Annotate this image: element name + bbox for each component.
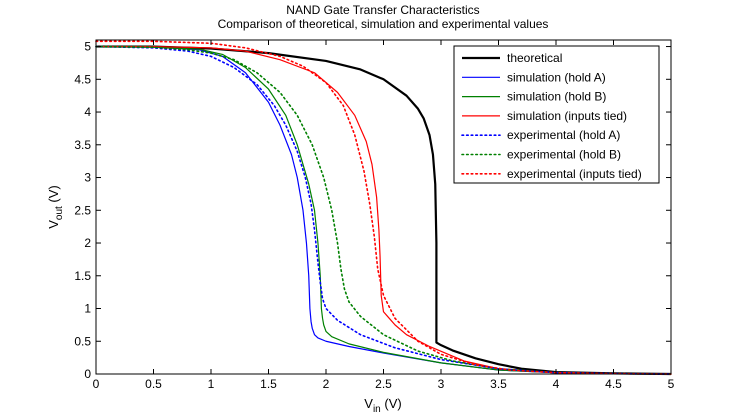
y-tick-label: 2.5: [74, 203, 91, 217]
x-tick-label: 0.5: [145, 377, 162, 391]
y-tick-label: 1: [84, 302, 91, 316]
x-tick-label: 4.5: [605, 377, 622, 391]
legend-label-4: simulation (inputs tied): [507, 109, 627, 123]
legend-label-5: experimental (hold A): [507, 128, 620, 142]
x-tick-label: 2.5: [375, 377, 392, 391]
legend-label-3: simulation (hold B): [507, 90, 606, 104]
chart-title: NAND Gate Transfer Characteristics: [286, 3, 479, 17]
legend-label-2: simulation (hold A): [507, 70, 606, 84]
x-axis-label-unit: (V): [381, 396, 402, 411]
legend-label-6: experimental (hold B): [507, 148, 621, 162]
series-line-7: [95, 40, 672, 375]
y-tick-label: 1.5: [74, 269, 91, 283]
x-tick-label: 5: [668, 377, 675, 391]
y-tick-label: 3.5: [74, 138, 91, 152]
series-line-1: [96, 45, 672, 376]
y-tick-label: 4: [84, 105, 91, 119]
x-tick-label: 2: [323, 377, 330, 391]
y-tick-label: 0.5: [74, 334, 91, 348]
x-tick-label: 1.5: [260, 377, 277, 391]
x-axis-label: Vin (V): [364, 396, 401, 415]
legend-box: [453, 45, 660, 184]
y-tick-label: 4.5: [74, 72, 91, 86]
series-line-6: [95, 45, 672, 375]
legend-label-7: experimental (inputs tied): [507, 167, 642, 181]
y-axis-label-subscript: out: [54, 206, 65, 220]
y-axis-label: Vout (V): [46, 185, 65, 229]
y-tick-label: 3: [84, 171, 91, 185]
x-tick-label: 3: [438, 377, 445, 391]
y-tick-label: 0: [84, 367, 91, 381]
x-axis-label-main: V: [364, 396, 373, 411]
x-tick-label: 0: [93, 377, 100, 391]
x-tick-label: 1: [208, 377, 215, 391]
y-tick-label: 5: [84, 40, 91, 54]
legend: theoretical simulation (hold A) simulation…: [453, 45, 660, 184]
legend-label-1: theoretical: [507, 51, 562, 65]
x-axis-label-subscript: in: [373, 404, 381, 415]
ticks-layer: 0 0.5 1 1.5 2 2.5 3 3.5 4 4.5 5 0 0.5 1 1.5 2 2.5 3 3.5 4 4.…: [74, 40, 674, 391]
series-layer: [95, 40, 672, 376]
x-tick-label: 3.5: [490, 377, 507, 391]
y-axis-label-unit: (V): [46, 185, 61, 206]
series-line-5: [95, 45, 672, 375]
chart-subtitle: Comparison of theoretical, simulation an…: [218, 17, 549, 31]
series-line-4: [96, 45, 672, 375]
y-axis-label-main: V: [46, 220, 61, 229]
y-tick-label: 2: [84, 236, 91, 250]
x-tick-label: 4: [553, 377, 560, 391]
